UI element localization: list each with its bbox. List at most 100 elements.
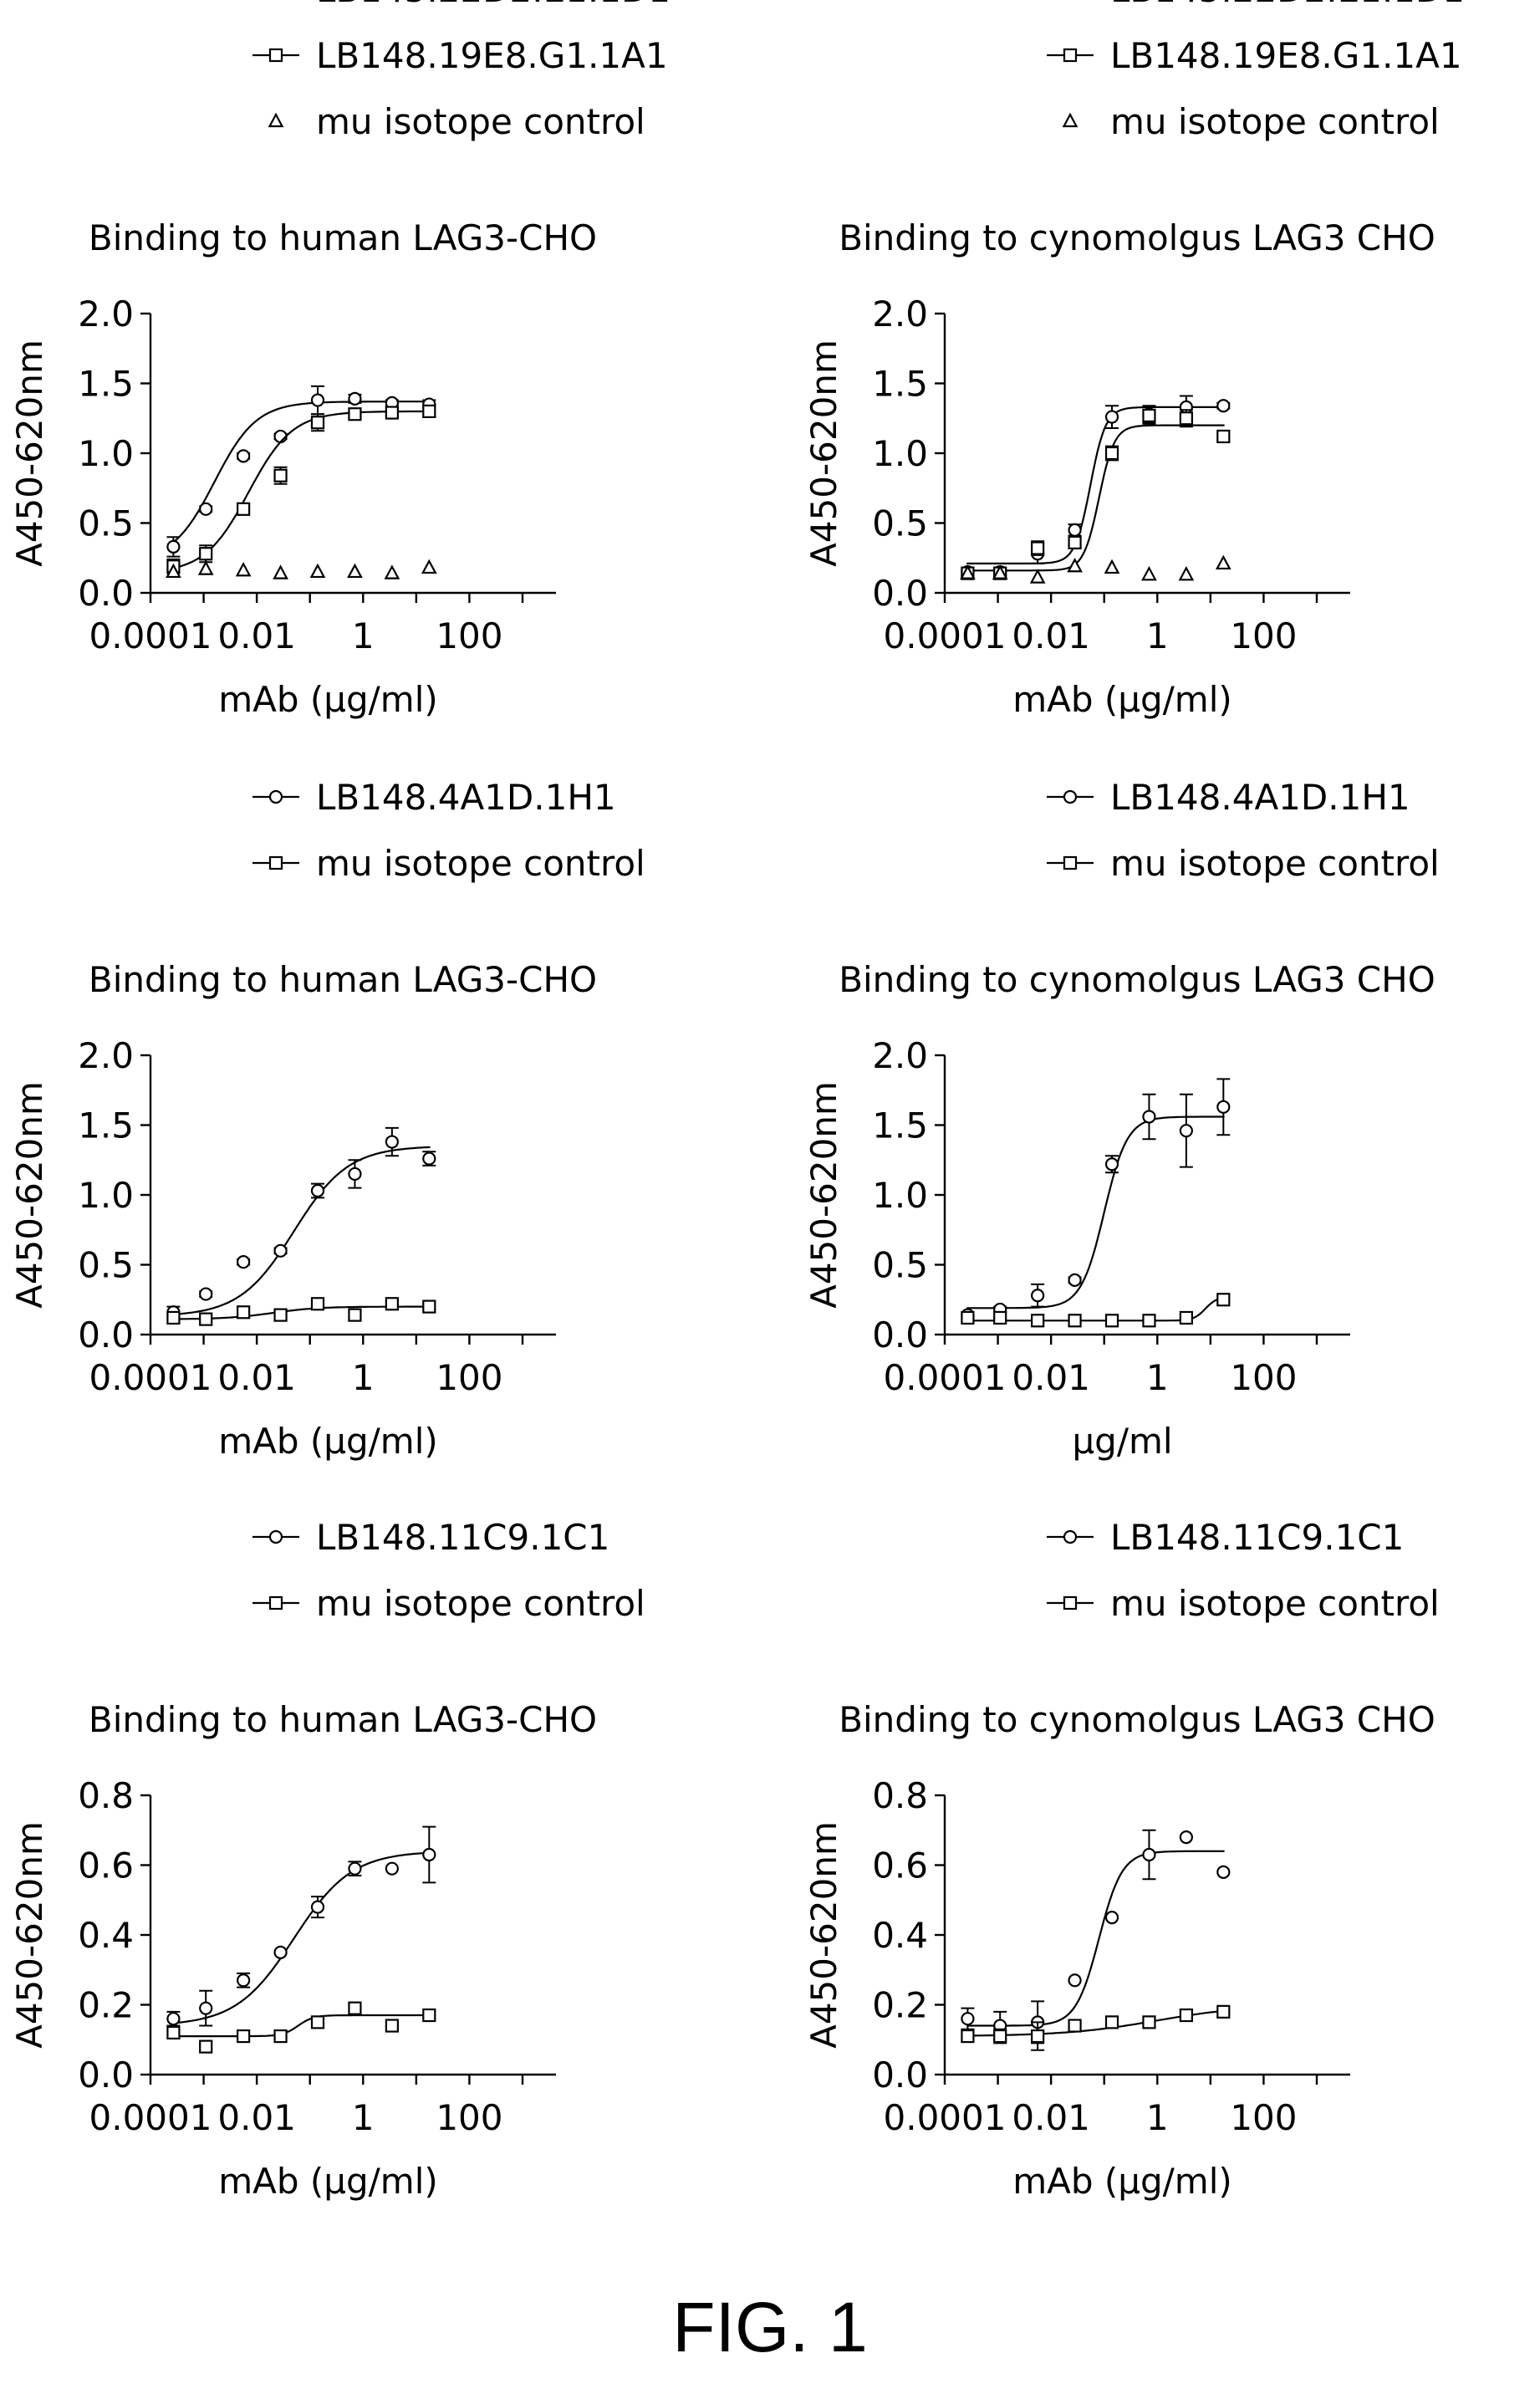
legend-item: LB148.4A1D.1H1 <box>1047 777 1410 818</box>
data-point <box>1104 410 1119 424</box>
legend-marker-square <box>268 1595 283 1611</box>
x-tick-label: 0.01 <box>1012 1357 1090 1398</box>
x-tick-label: 0.01 <box>1012 2097 1090 2138</box>
chart-title: Binding to cynomolgus LAG3 CHO <box>839 1699 1435 1740</box>
data-point <box>422 1847 436 1862</box>
y-tick-label: 0.0 <box>78 2055 134 2095</box>
legend-marker-triangle <box>1062 112 1079 128</box>
legend-item: mu isotope control <box>252 1583 645 1624</box>
data-point <box>310 1297 325 1311</box>
y-tick-label: 0.6 <box>78 1845 134 1886</box>
data-point <box>199 2001 213 2015</box>
data-point <box>199 502 213 516</box>
data-point <box>166 1310 181 1325</box>
fit-curve <box>966 1850 1225 2027</box>
legend-item: mu isotope control <box>1047 843 1440 884</box>
data-point <box>1067 557 1083 573</box>
data-point <box>385 1297 399 1311</box>
data-point <box>422 1299 436 1314</box>
data-point <box>1104 1157 1119 1172</box>
data-point <box>1216 399 1231 413</box>
y-axis-label: A450-620nm <box>803 1821 844 2049</box>
y-tick-label: 0.0 <box>872 1314 928 1355</box>
data-point <box>199 1287 213 1301</box>
data-point <box>310 1183 325 1198</box>
x-tick-label: 100 <box>436 2097 502 2138</box>
data-point <box>199 547 213 561</box>
y-tick-label: 1.0 <box>78 433 134 474</box>
fit-curve <box>966 1115 1225 1309</box>
fit-curve <box>172 1146 431 1316</box>
x-tick-label: 0.0001 <box>89 2097 212 2138</box>
data-point <box>1068 1273 1082 1287</box>
data-point <box>422 2008 436 2023</box>
y-tick-label: 0.2 <box>872 1985 928 2026</box>
data-point <box>1068 523 1082 537</box>
data-point <box>166 2025 181 2039</box>
data-point <box>310 416 325 430</box>
data-point <box>961 1310 975 1325</box>
data-point <box>1104 446 1119 461</box>
data-point <box>1068 2019 1082 2033</box>
data-point <box>1179 2008 1193 2023</box>
y-tick-label: 2.0 <box>78 294 134 334</box>
data-point <box>1031 2029 1045 2044</box>
y-tick-label: 0.5 <box>872 1245 928 1286</box>
data-point <box>1179 1310 1193 1325</box>
y-tick-label: 1.5 <box>78 364 134 405</box>
data-point <box>1031 1314 1045 1328</box>
y-tick-label: 0.0 <box>78 1314 134 1355</box>
data-point <box>273 1308 288 1322</box>
data-point <box>384 564 400 579</box>
x-tick-label: 0.01 <box>217 1357 296 1398</box>
y-tick-label: 0.0 <box>872 573 928 614</box>
legend-marker-square <box>1063 855 1078 870</box>
x-tick-label: 1 <box>1146 1357 1169 1398</box>
data-point <box>309 563 326 579</box>
data-point <box>1142 1314 1156 1328</box>
data-point <box>961 2012 975 2026</box>
data-point <box>960 564 976 579</box>
fit-curve <box>966 424 1225 572</box>
y-axis-label: A450-620nm <box>9 1081 50 1309</box>
legend-item: mu isotope control <box>1047 1583 1440 1624</box>
data-point <box>273 2029 288 2044</box>
x-tick-label: 100 <box>436 615 502 656</box>
x-tick-label: 100 <box>436 1357 502 1398</box>
legend-label: LB148.11C9.1C1 <box>1110 1517 1404 1558</box>
x-tick-label: 0.0001 <box>884 615 1007 656</box>
y-tick-label: 0.6 <box>872 1845 928 1886</box>
chart-title: Binding to human LAG3-CHO <box>89 217 597 258</box>
legend-label: mu isotope control <box>1110 843 1440 884</box>
data-point <box>273 468 288 482</box>
y-tick-label: 2.0 <box>78 1035 134 1076</box>
legend-item: mu isotope control <box>268 101 645 142</box>
legend-marker-triangle <box>268 112 284 128</box>
data-point <box>310 393 325 407</box>
data-point <box>237 2029 251 2044</box>
series <box>166 559 437 579</box>
legend-label: mu isotope control <box>1110 101 1440 142</box>
data-point <box>273 1945 288 1959</box>
y-tick-label: 1.0 <box>78 1175 134 1216</box>
legend-label: mu isotope control <box>1110 1583 1440 1624</box>
x-tick-label: 0.0001 <box>89 1357 212 1398</box>
series <box>166 1825 436 2027</box>
legend-marker-square <box>1063 48 1078 63</box>
data-point <box>1142 1110 1156 1124</box>
data-point <box>237 1973 251 1988</box>
y-tick-label: 2.0 <box>872 294 928 334</box>
data-point <box>1215 554 1231 570</box>
y-axis-label: A450-620nm <box>803 339 844 567</box>
x-tick-label: 100 <box>1230 2097 1297 2138</box>
chart-panel: LB145.22D2.E1.1D1 LB148.19E8.G1.1A1 mu iso… <box>803 0 1465 720</box>
chart-panel: LB145.22D2.E1.1D1 LB148.19E8.G1.1A1 mu iso… <box>9 0 671 720</box>
legend-label: LB148.4A1D.1H1 <box>316 777 616 818</box>
legend-item: LB145.22D2.E1.1D1 <box>1110 0 1465 10</box>
x-tick-label: 0.01 <box>217 2097 296 2138</box>
series <box>961 406 1231 580</box>
series <box>166 1297 436 1326</box>
data-point <box>1029 569 1046 584</box>
data-point <box>348 391 362 406</box>
x-tick-label: 1 <box>352 1357 375 1398</box>
